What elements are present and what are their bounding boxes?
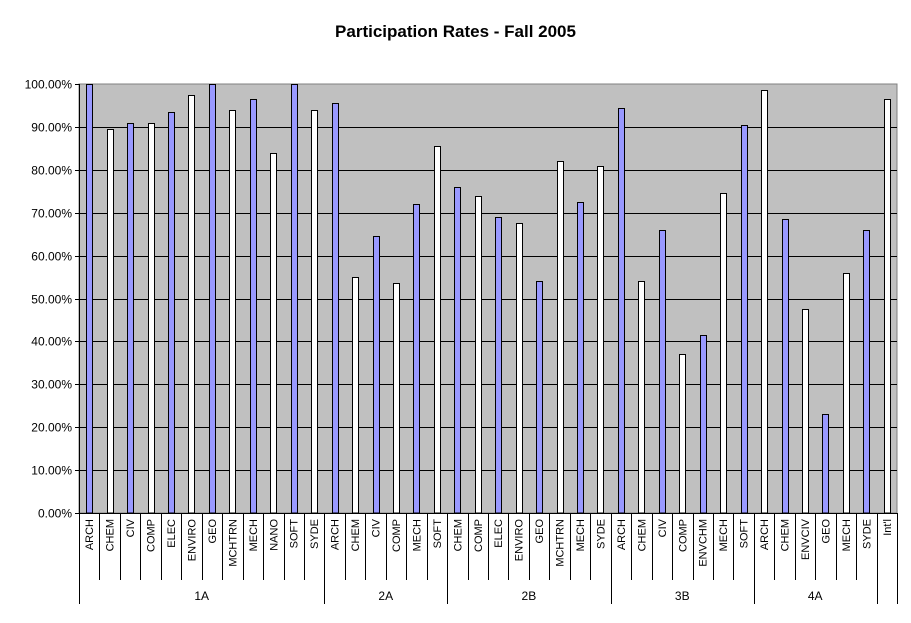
category-label: ENVCHM [698,519,710,567]
category-label: MCHTRN [227,519,239,567]
category-label: MECH [248,519,260,551]
y-tick-label: 10.00% [31,464,72,478]
bar [209,84,216,514]
category-label: SYDE [861,519,873,549]
category-label: GEO [207,519,219,544]
category-label: COMP [146,519,158,552]
category-label: MCHTRN [555,519,567,567]
category-label: NANO [268,519,280,551]
group-label: 2B [522,589,537,603]
bar [168,112,175,514]
y-tick-label: 0.00% [38,507,72,521]
group-label: 2A [378,589,393,603]
category-label: Int'l [882,519,894,536]
category-label: CHEM [105,519,117,551]
y-tick-label: 90.00% [31,121,72,135]
y-tick-label: 50.00% [31,293,72,307]
category-label: CHEM [452,519,464,551]
category-label: GEO [820,519,832,544]
y-tick-label: 100.00% [25,78,73,92]
bar [536,281,543,514]
bar [270,153,277,514]
category-label: ENVIRO [186,519,198,562]
bar [393,283,400,514]
y-tick-label: 60.00% [31,250,72,264]
category-label: MECH [411,519,423,551]
bar [188,95,195,514]
category-label: CHEM [780,519,792,551]
bar [618,108,625,514]
bar [884,99,891,514]
category-label: ARCH [759,519,771,550]
bar [597,166,604,514]
bar [107,129,114,514]
bar [454,187,461,514]
category-label: ELEC [166,519,178,548]
bar [332,103,339,514]
bar [373,236,380,514]
bar [434,146,441,514]
category-label: CIV [657,518,669,537]
bar [352,277,359,514]
bar [495,217,502,514]
bar [843,273,850,514]
y-tick-label: 20.00% [31,421,72,435]
category-label: COMP [677,519,689,552]
category-label: SYDE [595,519,607,549]
bar [311,110,318,514]
y-tick-label: 30.00% [31,378,72,392]
bar [577,202,584,514]
category-label: SOFT [739,519,751,549]
bar [782,219,789,514]
bar [659,230,666,514]
bar [413,204,420,514]
category-label: CIV [125,518,137,537]
bar [741,125,748,514]
category-label: CHEM [350,519,362,551]
group-label: 3B [675,589,690,603]
bar [679,354,686,514]
bar [863,230,870,514]
plot-area [78,83,898,514]
bar [291,84,298,514]
category-label: CIV [371,518,383,537]
category-label: ELEC [493,519,505,548]
bar [250,99,257,514]
bar [720,193,727,514]
y-tick-label: 70.00% [31,207,72,221]
bar [148,123,155,514]
category-label: CHEM [636,519,648,551]
bar [802,309,809,514]
bar [127,123,134,514]
category-label: COMP [391,519,403,552]
bar [638,281,645,514]
category-label: ARCH [616,519,628,550]
bar [822,414,829,514]
group-label: 1A [194,589,209,603]
bar [761,90,768,514]
category-label: GEO [534,519,546,544]
chart-title: Participation Rates - Fall 2005 [335,22,576,41]
category-label: MECH [718,519,730,551]
bar [86,84,93,514]
bar [475,196,482,514]
category-label: ENVIRO [514,519,526,562]
category-label: ARCH [330,519,342,550]
y-tick-label: 40.00% [31,335,72,349]
category-label: ARCH [84,519,96,550]
category-label: SYDE [309,519,321,549]
category-label: COMP [473,519,485,552]
bar [700,335,707,514]
y-tick-label: 80.00% [31,164,72,178]
category-label: MECH [841,519,853,551]
category-label: MECH [575,519,587,551]
group-label: 4A [808,589,823,603]
category-label: SOFT [432,519,444,549]
bar [229,110,236,514]
category-label: ENVCIV [800,518,812,560]
category-label: SOFT [289,519,301,549]
bar [557,161,564,514]
bar [516,223,523,514]
